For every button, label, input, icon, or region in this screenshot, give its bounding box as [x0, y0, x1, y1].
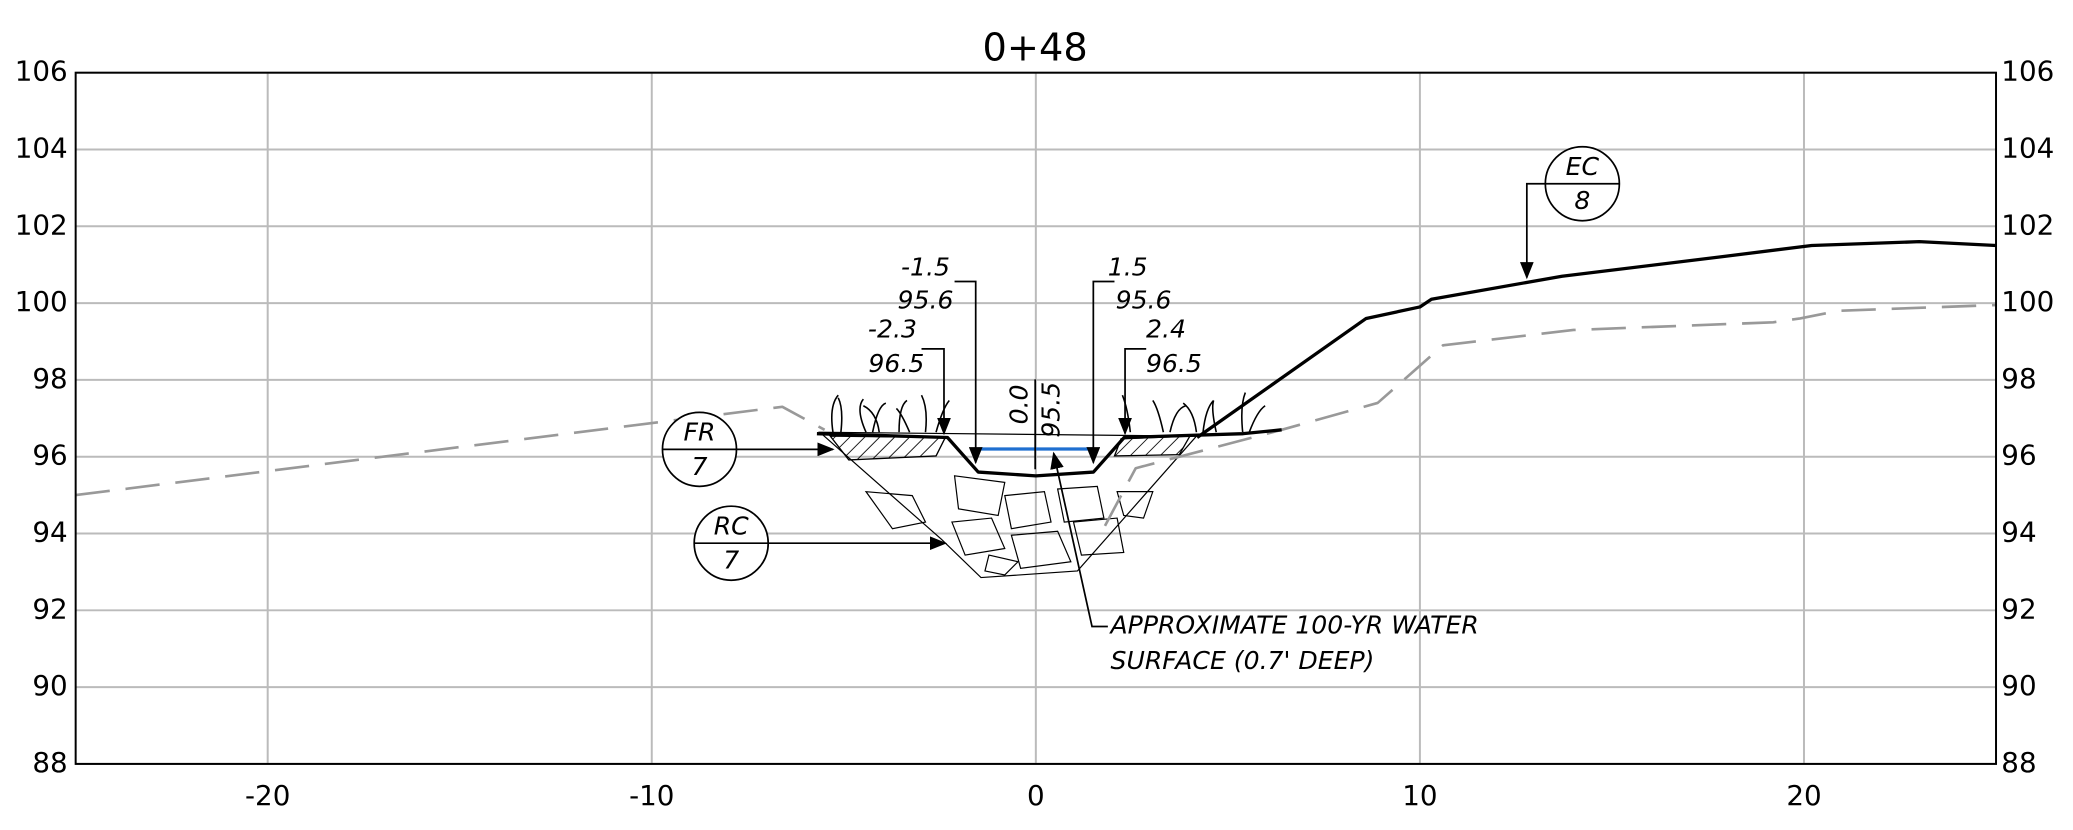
x-tick-label: 0 — [1027, 779, 1045, 812]
leader — [921, 348, 951, 436]
grid: -20 -10 0 10 20 88 88 90 90 92 92 94 94 96 96 98 98 100 10… — [15, 55, 2055, 812]
x-tick-label: 20 — [1786, 779, 1821, 812]
leader — [1118, 348, 1147, 436]
y-tick-label: 96 — [2001, 439, 2036, 472]
sheet-number: 7 — [691, 452, 707, 481]
y-tick-label: 106 — [15, 55, 68, 88]
detail-id: RC — [714, 511, 749, 540]
y-tick-label: 88 — [2001, 746, 2036, 779]
y-tick-label: 106 — [2001, 55, 2054, 88]
plot-area — [75, 240, 1997, 527]
detail-id: EC — [1566, 152, 1600, 181]
detail-id: FR — [684, 418, 716, 447]
station-label: -1.5 — [901, 252, 950, 281]
elevation-label: 95.6 — [898, 285, 954, 314]
y-tick-label: 98 — [32, 362, 67, 395]
y-tick-label: 100 — [15, 285, 68, 318]
y-tick-label: 90 — [32, 669, 67, 702]
y-tick-label: 102 — [2001, 208, 2054, 241]
elevation-label: 96.5 — [868, 349, 924, 378]
note: SURFACE (0.7' DEEP) — [1111, 646, 1375, 675]
station-label: -2.3 — [868, 314, 917, 343]
y-tick-label: 88 — [32, 746, 67, 779]
y-tick-label: 92 — [32, 592, 67, 625]
callouts: -1.5 95.6 -2.3 96.5 1.5 95.6 2.4 96.5 0.… — [661, 145, 1621, 675]
x-tick-label: 10 — [1402, 779, 1437, 812]
note: APPROXIMATE 100-YR WATER — [1109, 610, 1479, 639]
chart-title: 0+48 — [983, 26, 1088, 71]
y-tick-label: 104 — [15, 131, 68, 164]
y-tick-label: 92 — [2001, 592, 2036, 625]
y-tick-label: 98 — [2001, 362, 2036, 395]
vegetation — [831, 392, 1266, 433]
leader — [1050, 451, 1108, 628]
y-tick-label: 104 — [2001, 131, 2054, 164]
sheet-number: 7 — [723, 546, 739, 575]
elevation-label: 95.6 — [1116, 285, 1172, 314]
riprap — [818, 431, 1198, 579]
station-label: 2.4 — [1146, 314, 1186, 343]
leader — [1086, 280, 1115, 465]
y-tick-label: 90 — [2001, 669, 2036, 702]
y-tick-label: 94 — [32, 516, 67, 549]
y-tick-label: 96 — [32, 439, 67, 472]
sheet-number: 8 — [1574, 186, 1590, 215]
series-line — [75, 303, 1997, 527]
station-label: 1.5 — [1108, 252, 1148, 281]
x-tick-label: -20 — [245, 779, 290, 812]
series-line — [816, 428, 1282, 478]
elevation-label: 95.5 — [1036, 382, 1065, 438]
station-label: 0.0 — [1005, 384, 1034, 424]
y-tick-label: 100 — [2001, 285, 2054, 318]
leader — [954, 280, 983, 465]
frame — [74, 71, 1998, 765]
x-tick-label: -10 — [629, 779, 674, 812]
leader — [1519, 182, 1546, 280]
y-tick-label: 94 — [2001, 516, 2036, 549]
y-tick-label: 102 — [15, 208, 68, 241]
series-line — [1196, 240, 1997, 439]
elevation-label: 96.5 — [1146, 349, 1202, 378]
